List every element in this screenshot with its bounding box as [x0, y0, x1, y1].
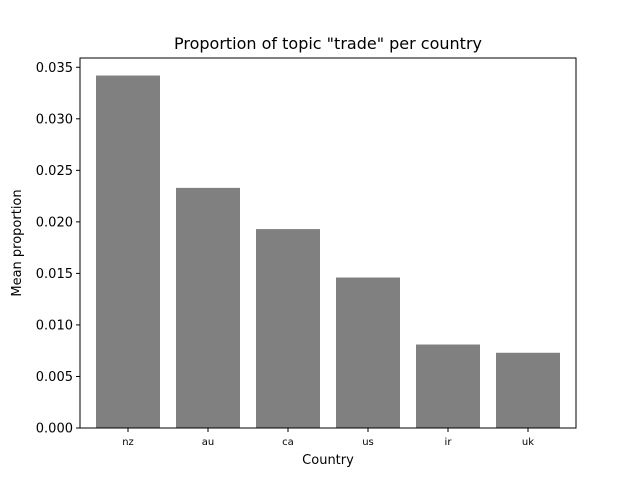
x-tick-label-uk: uk — [522, 437, 534, 448]
y-tick-label-5: 0.025 — [36, 164, 73, 179]
y-tick-label-6: 0.030 — [36, 112, 73, 127]
y-tick-label-4: 0.020 — [36, 215, 73, 230]
x-axis-label: Country — [302, 453, 354, 468]
y-axis-label: Mean proportion — [10, 189, 25, 296]
x-tick-label-ca: ca — [282, 437, 294, 448]
bar-uk — [496, 352, 560, 428]
bars-group — [96, 75, 560, 429]
y-tick-label-7: 0.035 — [36, 61, 73, 76]
x-tick-label-nz: nz — [122, 437, 134, 448]
y-axis: 0.000 0.005 0.010 0.015 0.020 0.025 0.030 0.035 — [36, 61, 80, 437]
bar-ir — [416, 344, 480, 428]
y-tick-label-1: 0.005 — [36, 370, 73, 385]
y-tick-label-3: 0.015 — [36, 267, 73, 282]
bar-ca — [256, 229, 320, 428]
y-tick-label-0: 0.000 — [36, 422, 73, 437]
bar-nz — [96, 75, 160, 429]
x-tick-label-us: us — [362, 437, 374, 448]
bar-au — [176, 187, 240, 428]
plot-frame — [79, 57, 577, 429]
y-tick-label-2: 0.010 — [36, 318, 73, 333]
x-tick-label-au: au — [202, 437, 214, 448]
chart-title: Proportion of topic "trade" per country — [174, 34, 482, 53]
bar-us — [336, 277, 400, 428]
x-axis: nz au ca us ir uk — [122, 428, 534, 448]
x-tick-label-ir: ir — [445, 437, 453, 448]
